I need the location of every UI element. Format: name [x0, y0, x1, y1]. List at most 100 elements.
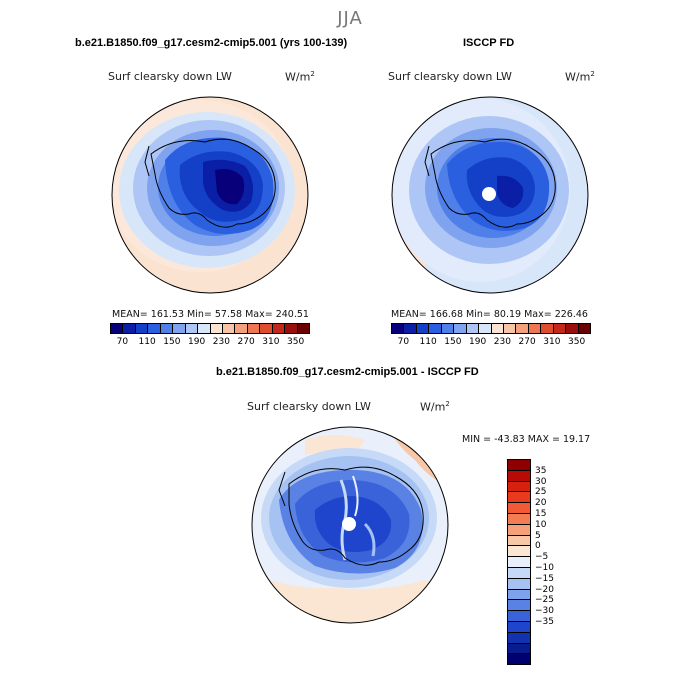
colorbar-swatch: [111, 324, 124, 333]
colorbar-swatch: [148, 324, 161, 333]
colorbar-swatch: [516, 324, 529, 333]
colorbar-swatch: [528, 324, 542, 333]
colorbar-swatch: [441, 324, 455, 333]
colorbar-swatch: [508, 460, 530, 471]
colorbar-swatch: [508, 600, 530, 612]
panel-2-colorbar: [391, 323, 591, 334]
colorbar-swatch: [198, 324, 211, 333]
colorbar-swatch: [503, 324, 517, 333]
panel-1-colorbar: [110, 323, 310, 334]
panel-2-field-label: Surf clearsky down LW: [388, 70, 512, 83]
colorbar-swatch: [285, 324, 298, 333]
colorbar-tick-label: 25: [535, 487, 547, 498]
colorbar-tick-label: −10: [535, 563, 554, 573]
colorbar-swatch: [454, 324, 467, 333]
colorbar-swatch: [173, 324, 186, 333]
colorbar-tick-label: 35: [535, 465, 547, 476]
colorbar-swatch: [508, 503, 530, 514]
colorbar-swatch: [392, 324, 405, 333]
colorbar-swatch: [272, 324, 286, 333]
panel-3-colorbar: [507, 459, 531, 666]
colorbar-swatch: [508, 611, 530, 622]
colorbar-tick-label: 270: [237, 337, 255, 347]
panel-2-stats: MEAN= 166.68 Min= 80.19 Max= 226.46: [391, 309, 588, 320]
colorbar-swatch: [185, 324, 199, 333]
colorbar-swatch: [123, 324, 136, 333]
colorbar-swatch: [297, 324, 309, 333]
colorbar-swatch: [508, 470, 530, 482]
panel-3-map: [251, 426, 449, 624]
colorbar-swatch: [491, 324, 504, 333]
panel-3-field-label: Surf clearsky down LW: [247, 400, 371, 413]
panel-1-field-label: Surf clearsky down LW: [108, 70, 232, 83]
colorbar-swatch: [508, 567, 530, 579]
colorbar-tick-label: −25: [535, 595, 554, 606]
colorbar-swatch: [235, 324, 248, 333]
colorbar-swatch: [553, 324, 567, 333]
panel-2-title: ISCCP FD: [463, 37, 515, 49]
colorbar-tick-label: 110: [419, 337, 437, 347]
colorbar-tick-label: 10: [535, 519, 547, 530]
panel-1-units: W/m2: [285, 70, 315, 84]
panel-1-stats: MEAN= 161.53 Min= 57.58 Max= 240.51: [112, 309, 309, 320]
colorbar-tick-label: −30: [535, 606, 554, 617]
colorbar-tick-label: 190: [469, 337, 487, 347]
colorbar-tick-label: 15: [535, 509, 547, 519]
colorbar-swatch: [508, 546, 530, 558]
figure-title: JJA: [337, 8, 363, 29]
colorbar-tick-label: −15: [535, 573, 554, 584]
colorbar-swatch: [247, 324, 261, 333]
colorbar-swatch: [578, 324, 590, 333]
colorbar-tick-label: 70: [397, 337, 410, 347]
colorbar-swatch: [508, 557, 530, 568]
colorbar-tick-label: −5: [535, 552, 549, 563]
colorbar-swatch: [466, 324, 480, 333]
colorbar-swatch: [508, 492, 530, 504]
panel-1-map: [111, 96, 309, 294]
colorbar-tick-label: 310: [543, 337, 561, 347]
colorbar-swatch: [135, 324, 149, 333]
colorbar-tick-label: 350: [568, 337, 586, 347]
colorbar-tick-label: 350: [287, 337, 305, 347]
colorbar-tick-label: 150: [444, 337, 462, 347]
colorbar-tick-label: 5: [535, 530, 541, 541]
colorbar-swatch: [508, 654, 530, 665]
colorbar-swatch: [508, 621, 530, 633]
colorbar-tick-label: 0: [535, 541, 541, 552]
colorbar-swatch: [508, 535, 530, 547]
colorbar-swatch: [508, 513, 530, 525]
colorbar-swatch: [508, 632, 530, 644]
panel-3-units: W/m2: [420, 400, 450, 414]
colorbar-swatch: [541, 324, 554, 333]
colorbar-swatch: [566, 324, 579, 333]
colorbar-swatch: [508, 481, 530, 493]
colorbar-tick-label: −35: [535, 617, 554, 627]
colorbar-tick-label: 110: [138, 337, 156, 347]
colorbar-tick-label: 270: [518, 337, 536, 347]
colorbar-tick-label: −20: [535, 584, 554, 595]
colorbar-tick-label: 310: [262, 337, 280, 347]
colorbar-swatch: [508, 643, 530, 655]
colorbar-swatch: [416, 324, 430, 333]
panel-3-title: b.e21.B1850.f09_g17.cesm2-cmip5.001 - IS…: [216, 366, 479, 378]
colorbar-swatch: [508, 578, 530, 590]
colorbar-swatch: [260, 324, 273, 333]
colorbar-tick-label: 230: [493, 337, 511, 347]
colorbar-swatch: [210, 324, 223, 333]
colorbar-swatch: [508, 589, 530, 601]
panel-2-map: [391, 96, 589, 294]
colorbar-swatch: [479, 324, 492, 333]
colorbar-swatch: [404, 324, 417, 333]
colorbar-swatch: [160, 324, 174, 333]
colorbar-tick-label: 190: [188, 337, 206, 347]
colorbar-tick-label: 150: [163, 337, 181, 347]
colorbar-swatch: [222, 324, 236, 333]
panel-1-title: b.e21.B1850.f09_g17.cesm2-cmip5.001 (yrs…: [75, 37, 348, 49]
colorbar-swatch: [508, 524, 530, 536]
colorbar-tick-label: 70: [116, 337, 129, 347]
colorbar-tick-label: 30: [535, 476, 547, 487]
colorbar-swatch: [429, 324, 442, 333]
panel-3-stats: MIN = -43.83 MAX = 19.17: [462, 434, 591, 445]
colorbar-tick-label: 20: [535, 498, 547, 509]
colorbar-tick-label: 230: [212, 337, 230, 347]
